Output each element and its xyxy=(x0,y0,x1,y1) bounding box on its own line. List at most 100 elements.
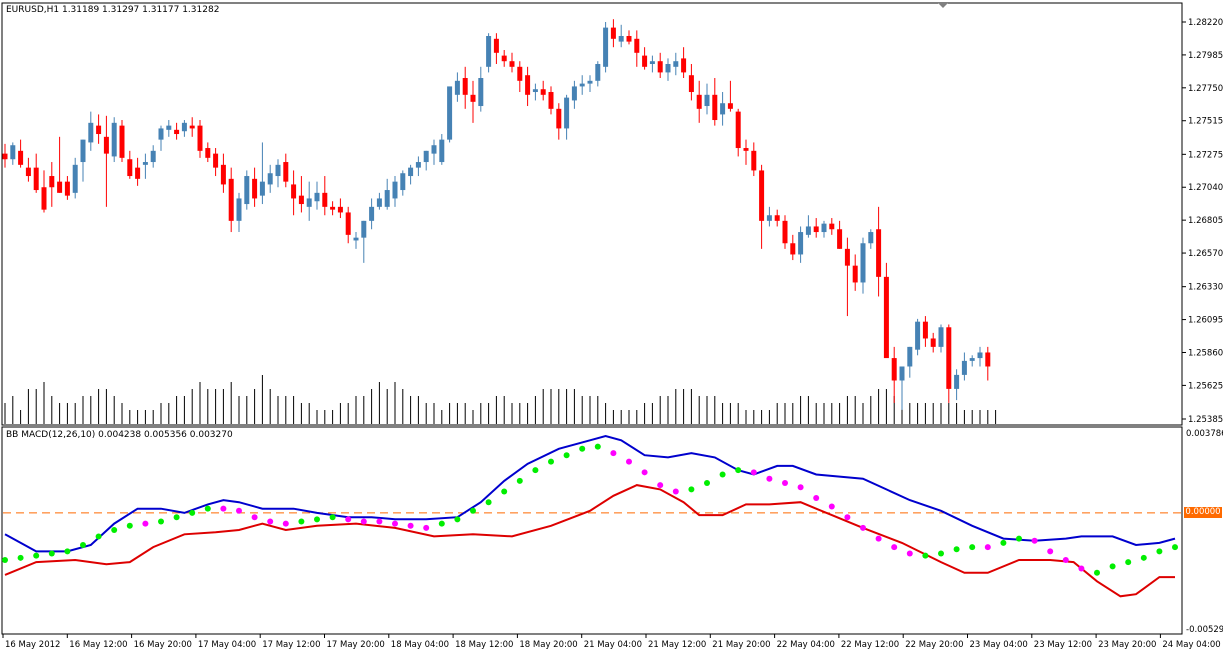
macd-dot xyxy=(984,544,991,551)
candle-body xyxy=(766,215,772,221)
candle-body xyxy=(610,27,616,39)
volume-bars xyxy=(4,375,997,424)
candle-body xyxy=(470,94,476,102)
macd-dot xyxy=(657,482,664,489)
candle-body xyxy=(493,38,499,53)
candle-body xyxy=(548,92,554,109)
candle-body xyxy=(408,167,414,177)
macd-dot xyxy=(579,445,586,452)
candle-body xyxy=(696,94,702,109)
candle-body xyxy=(220,164,226,185)
candle-body xyxy=(782,220,788,244)
macd-dot xyxy=(766,475,773,482)
macd-dot xyxy=(1172,544,1178,551)
candle-body xyxy=(72,164,78,193)
candle-body xyxy=(899,366,905,381)
candle-body xyxy=(657,61,663,73)
time-tick-label: 24 May 04:00 xyxy=(1162,640,1220,650)
candle-body xyxy=(922,321,928,339)
price-tick-label: 1.27515 xyxy=(1188,117,1223,127)
macd-dot xyxy=(969,544,976,551)
candle-body xyxy=(415,162,421,168)
candle-body xyxy=(704,94,710,107)
macd-dot xyxy=(516,477,523,484)
macd-dot xyxy=(1156,548,1163,555)
macd-dot xyxy=(64,548,71,555)
macd-dot xyxy=(594,443,601,450)
macd-dot xyxy=(173,514,180,521)
candle-body xyxy=(431,145,437,154)
candle-body xyxy=(135,167,141,179)
macd-dot xyxy=(189,509,196,516)
candle-body xyxy=(33,167,39,191)
macd-dot xyxy=(314,516,320,523)
candle-body xyxy=(540,89,546,95)
candle-body xyxy=(236,198,242,221)
candle-body xyxy=(556,108,562,129)
macd-dot xyxy=(438,520,445,527)
macd-dot xyxy=(563,452,570,459)
macd-dot xyxy=(844,514,851,521)
candle-body xyxy=(891,358,897,381)
candle-body xyxy=(361,220,367,238)
macd-dot xyxy=(1031,537,1038,544)
candle-body xyxy=(501,55,507,62)
macd-dot xyxy=(719,471,726,478)
candle-body xyxy=(252,178,258,199)
macd-dot xyxy=(80,541,86,548)
candle-body xyxy=(174,129,180,135)
macd-dot xyxy=(1094,569,1100,576)
macd-dot xyxy=(345,516,352,523)
candle-body xyxy=(907,346,913,367)
price-tick-label: 1.27985 xyxy=(1188,51,1223,61)
price-tick-label: 1.27275 xyxy=(1188,150,1223,160)
candle-body xyxy=(938,327,944,347)
price-tick-label: 1.28220 xyxy=(1188,18,1223,28)
candle-body xyxy=(517,66,523,81)
time-tick-label: 18 May 04:00 xyxy=(391,640,449,650)
macd-dot xyxy=(1000,539,1007,546)
macd-dot xyxy=(704,480,710,487)
candle-body xyxy=(400,173,406,191)
time-tick-label: 18 May 12:00 xyxy=(455,640,513,650)
candle-body xyxy=(930,338,936,347)
candle-body xyxy=(805,226,811,235)
candle-body xyxy=(759,170,765,221)
candle-body xyxy=(712,94,718,121)
candle-body xyxy=(587,80,593,84)
candle-body xyxy=(618,36,624,42)
price-tick-label: 1.25625 xyxy=(1188,381,1223,391)
candle-body xyxy=(969,358,975,361)
candle-body xyxy=(298,195,304,205)
indicator-pane-frame xyxy=(1,426,1183,635)
scroll-marker-icon[interactable] xyxy=(938,3,948,8)
macd-dot xyxy=(236,507,242,514)
macd-dot xyxy=(376,518,383,525)
macd-dot xyxy=(2,556,8,563)
time-tick-label: 16 May 20:00 xyxy=(134,640,192,650)
time-tick-label: 23 May 04:00 xyxy=(970,640,1028,650)
candle-body xyxy=(665,64,671,73)
candle-body xyxy=(283,162,289,182)
candle-body xyxy=(688,75,694,93)
candle-body xyxy=(571,86,577,101)
time-tick-label: 22 May 12:00 xyxy=(841,640,899,650)
candle-body xyxy=(18,150,24,165)
candle-body xyxy=(150,150,156,163)
bb-macd-series xyxy=(2,434,1182,598)
candle-body xyxy=(844,248,850,266)
candle-body xyxy=(829,223,835,230)
time-tick-label: 21 May 20:00 xyxy=(712,640,770,650)
macd-dot xyxy=(95,533,102,540)
macd-dot xyxy=(610,450,617,457)
candle-body xyxy=(25,167,31,177)
candle-body xyxy=(142,162,148,165)
candle-body xyxy=(720,103,726,115)
time-tick-label: 22 May 20:00 xyxy=(905,640,963,650)
candle-body xyxy=(946,327,952,389)
macd-dot xyxy=(267,518,274,525)
candle-body xyxy=(158,128,164,140)
candle-body xyxy=(57,181,63,193)
candle-body xyxy=(603,27,609,67)
